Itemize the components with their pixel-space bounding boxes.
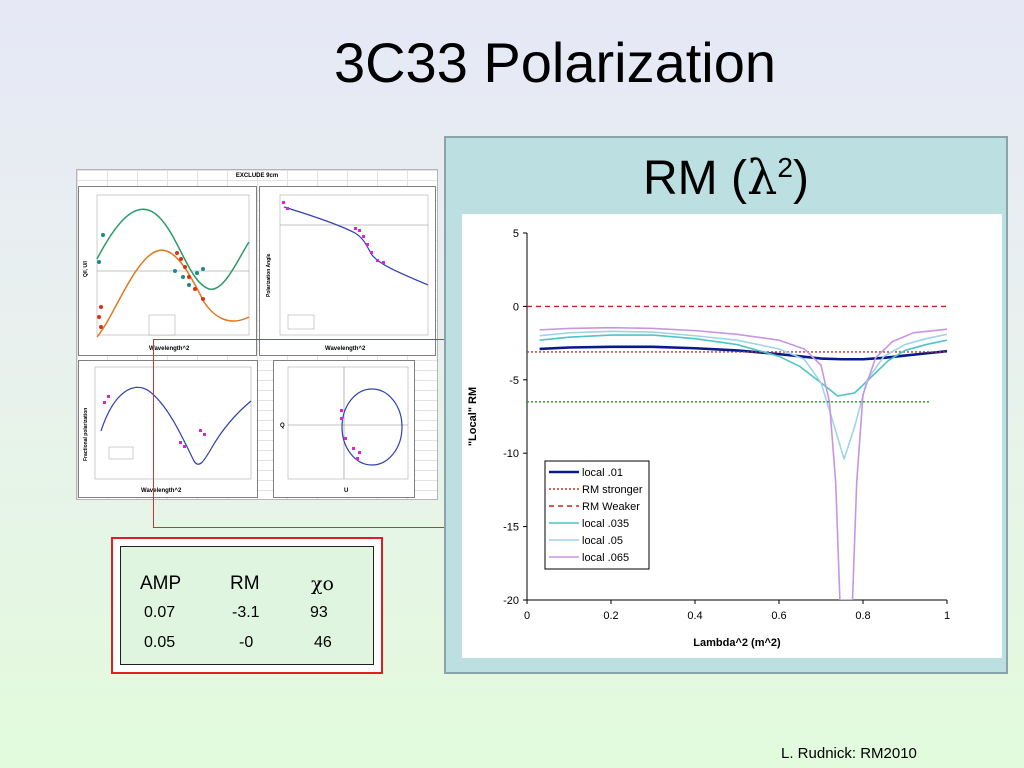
y-tick-label: 5 bbox=[513, 228, 519, 240]
series-line-3 bbox=[539, 334, 947, 397]
rm-title-prefix: RM ( bbox=[643, 152, 747, 205]
rm-panel-title: RM (λ2) bbox=[446, 150, 1006, 206]
angle-wavelength-plot: Polarization Angle Wavelength^2 bbox=[259, 186, 436, 356]
chi-symbol: χo bbox=[311, 573, 334, 595]
qu-xlabel: Wavelength^2 bbox=[149, 346, 190, 352]
angle-ylabel: Polarization Angle bbox=[266, 253, 272, 297]
rm-title-suffix: ) bbox=[792, 152, 809, 205]
qu-circle-plot: Q U bbox=[273, 360, 415, 498]
y-tick-label: -10 bbox=[503, 448, 519, 460]
qu-ylabel: Q/I, U/I bbox=[83, 261, 89, 277]
series-line-5 bbox=[539, 326, 947, 600]
frac-ylabel: Fractional polarization bbox=[83, 408, 89, 461]
legend-label: local .035 bbox=[582, 518, 629, 530]
slide-title: 3C33 Polarization bbox=[333, 31, 777, 94]
table-cell-chi-0: 93 bbox=[310, 604, 328, 621]
local-rm-chart: 5 0 -5 -10 -15 -20 0 0.2 0.4 0.6 0.8 1 Lambda^2 (m^2… bbox=[462, 214, 1002, 658]
legend-label: local .065 bbox=[582, 552, 629, 564]
x-tick-label: 0.6 bbox=[771, 610, 786, 622]
circle-xlabel: U bbox=[344, 488, 348, 494]
polarization-plots-composite: EXCLUDE 9cm Q/I, U/I Wavelength^2 bbox=[76, 169, 513, 528]
table-cell-amp-0: 0.07 bbox=[144, 604, 176, 621]
x-tick-label: 0 bbox=[524, 610, 530, 622]
legend-label: RM stronger bbox=[582, 484, 643, 496]
angle-xlabel: Wavelength^2 bbox=[325, 346, 366, 352]
table-cell-rm-1: -0 bbox=[239, 634, 254, 651]
legend-label: local .01 bbox=[582, 467, 623, 479]
y-tick-label: -5 bbox=[509, 375, 519, 387]
rm-title-exponent: 2 bbox=[777, 152, 793, 183]
local-rm-chart-svg: 5 0 -5 -10 -15 -20 0 0.2 0.4 0.6 0.8 1 Lambda^2 (m^2… bbox=[467, 228, 950, 649]
footer-credit: L. Rudnick: RM2010 bbox=[781, 745, 917, 762]
table-cell-chi-1: 46 bbox=[314, 634, 332, 651]
y-axis-label: "Local" RM bbox=[467, 387, 479, 446]
y-tick-label: 0 bbox=[513, 301, 519, 313]
x-tick-label: 1 bbox=[944, 610, 950, 622]
legend-label: local .05 bbox=[582, 535, 623, 547]
series-line-4 bbox=[539, 330, 947, 460]
lambda-symbol: λ bbox=[746, 150, 778, 206]
table-header-rm: RM bbox=[230, 573, 260, 594]
legend-label: RM Weaker bbox=[582, 501, 640, 513]
fit-parameter-table: AMP RM χo 0.07 -3.1 93 0.05 -0 46 bbox=[111, 537, 383, 674]
composite-header: EXCLUDE 9cm bbox=[235, 173, 279, 179]
qu-wavelength-plot: Q/I, U/I Wavelength^2 bbox=[78, 186, 257, 356]
table-header-amp: AMP bbox=[140, 573, 182, 594]
x-tick-label: 0.2 bbox=[603, 610, 618, 622]
rm-lambda-panel: RM (λ2) 5 0 -5 -10 -15 -20 0 0.2 0.4 0.6 0.8 1 Lambd… bbox=[444, 136, 1008, 674]
frac-xlabel: Wavelength^2 bbox=[141, 488, 182, 494]
series-line-0 bbox=[539, 345, 947, 361]
circle-ylabel: Q bbox=[280, 423, 285, 429]
legend-box bbox=[544, 460, 650, 570]
y-tick-label: -15 bbox=[503, 522, 519, 534]
table-cell-rm-0: -3.1 bbox=[232, 604, 260, 621]
fit-parameter-table-inner: AMP RM χo 0.07 -3.1 93 0.05 -0 46 bbox=[120, 546, 374, 665]
y-tick-label: -20 bbox=[503, 595, 519, 607]
table-header-chi0: χo bbox=[311, 573, 334, 595]
fractional-polarization-plot: Fractional polarization Wavelength^2 bbox=[78, 360, 258, 498]
x-axis-label: Lambda^2 (m^2) bbox=[693, 637, 781, 649]
table-cell-amp-1: 0.05 bbox=[144, 634, 176, 651]
x-tick-label: 0.4 bbox=[687, 610, 702, 622]
x-tick-label: 0.8 bbox=[855, 610, 870, 622]
